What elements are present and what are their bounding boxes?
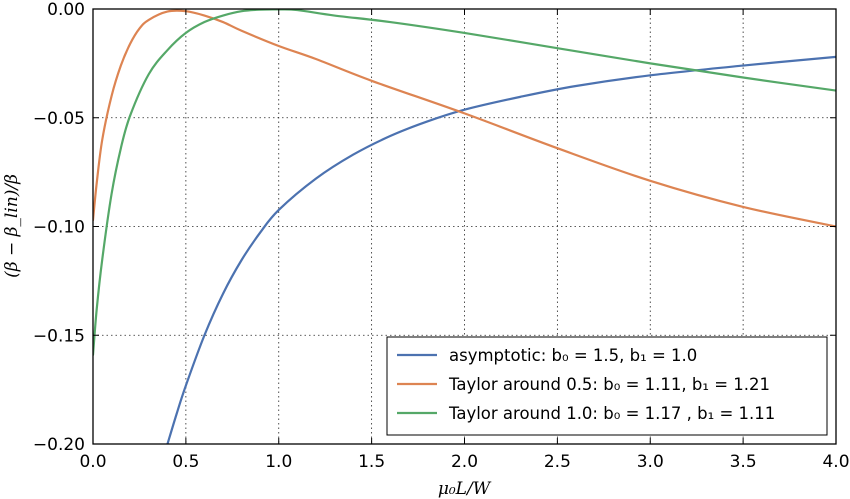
x-tick-label: 1.0 bbox=[265, 452, 292, 472]
x-tick-label: 1.5 bbox=[358, 452, 385, 472]
axis-ticks bbox=[92, 8, 837, 445]
y-tick-labels: 0.00 −0.05 −0.10 −0.15 −0.20 bbox=[33, 0, 85, 455]
x-tick-label: 0.5 bbox=[172, 452, 199, 472]
x-tick-label: 3.5 bbox=[730, 452, 757, 472]
x-tick-label: 2.0 bbox=[451, 452, 478, 472]
y-tick-label: −0.10 bbox=[33, 218, 85, 238]
series-line-taylor-1-0 bbox=[93, 9, 836, 356]
x-tick-label: 4.0 bbox=[822, 452, 849, 472]
legend: asymptotic: b₀ = 1.5, b₁ = 1.0 Taylor ar… bbox=[386, 336, 828, 436]
x-axis-label: μ₀L/W bbox=[438, 479, 492, 499]
legend-label-taylor-0-5: Taylor around 0.5: b₀ = 1.11, b₁ = 1.21 bbox=[448, 375, 770, 394]
x-tick-labels: 0.0 0.5 1.0 1.5 2.0 2.5 3.0 3.5 4.0 bbox=[79, 452, 849, 472]
y-tick-label: −0.05 bbox=[33, 109, 85, 129]
series-lines bbox=[93, 9, 836, 444]
legend-label-taylor-1-0: Taylor around 1.0: b₀ = 1.17 , b₁ = 1.11 bbox=[448, 404, 775, 423]
legend-label-asymptotic: asymptotic: b₀ = 1.5, b₁ = 1.0 bbox=[449, 346, 697, 365]
x-tick-label: 3.0 bbox=[637, 452, 664, 472]
x-tick-label: 0.0 bbox=[79, 452, 106, 472]
y-tick-label: −0.15 bbox=[33, 326, 85, 346]
legend-box bbox=[386, 336, 828, 436]
series-line-asymptotic bbox=[166, 55, 836, 444]
y-tick-label: −0.20 bbox=[33, 435, 85, 455]
y-axis-label: (β − β_lin)/β bbox=[2, 174, 22, 278]
x-tick-label: 2.5 bbox=[544, 452, 571, 472]
y-tick-label: 0.00 bbox=[47, 0, 85, 20]
